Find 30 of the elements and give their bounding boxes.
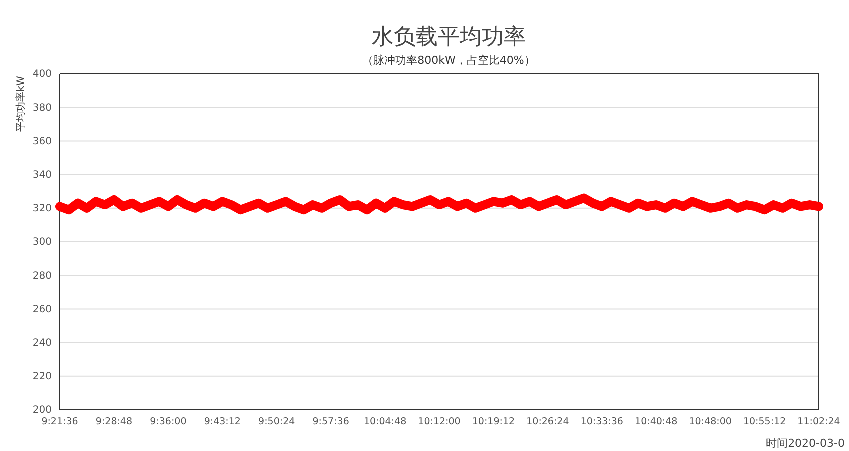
y-tick-label: 380: [32, 102, 52, 114]
y-tick-label: 360: [32, 136, 52, 148]
x-tick-label: 9:21:36: [42, 416, 78, 428]
y-tick-label: 340: [32, 170, 52, 181]
y-tick-label: 260: [32, 304, 52, 316]
y-tick-label: 320: [32, 204, 52, 215]
x-tick-label: 9:50:24: [258, 416, 296, 428]
x-tick-label: 10:26:24: [526, 416, 570, 428]
y-tick-label: 280: [32, 270, 52, 282]
y-tick-label: 300: [32, 237, 52, 248]
y-tick-label: 240: [32, 338, 52, 349]
y-tick-label: 200: [32, 405, 52, 416]
x-tick-label: 10:12:00: [418, 416, 461, 428]
y-tick-label: 400: [32, 69, 52, 80]
x-tick-label: 10:19:12: [472, 416, 516, 428]
x-tick-label: 11:02:24: [798, 416, 840, 428]
x-tick-label: 10:04:48: [364, 416, 407, 428]
x-tick-label: 9:57:36: [312, 416, 350, 428]
x-axis-title: 时间2020-03-0: [766, 437, 845, 450]
x-tick-label: 10:40:48: [635, 416, 678, 428]
x-tick-label: 9:36:00: [150, 416, 187, 428]
chart-title: 水负载平均功率: [372, 25, 526, 50]
x-tick-label: 9:28:48: [96, 416, 133, 428]
x-tick-label: 10:48:00: [689, 416, 732, 428]
y-tick-label: 220: [32, 372, 52, 383]
x-tick-label: 10:33:36: [580, 416, 624, 428]
chart-subtitle: （脉冲功率800kW，占空比40%）: [362, 54, 536, 67]
x-tick-label: 10:55:12: [743, 416, 786, 428]
x-tick-label: 9:43:12: [204, 416, 241, 428]
y-axis-title: 平均功率kW: [15, 76, 27, 132]
